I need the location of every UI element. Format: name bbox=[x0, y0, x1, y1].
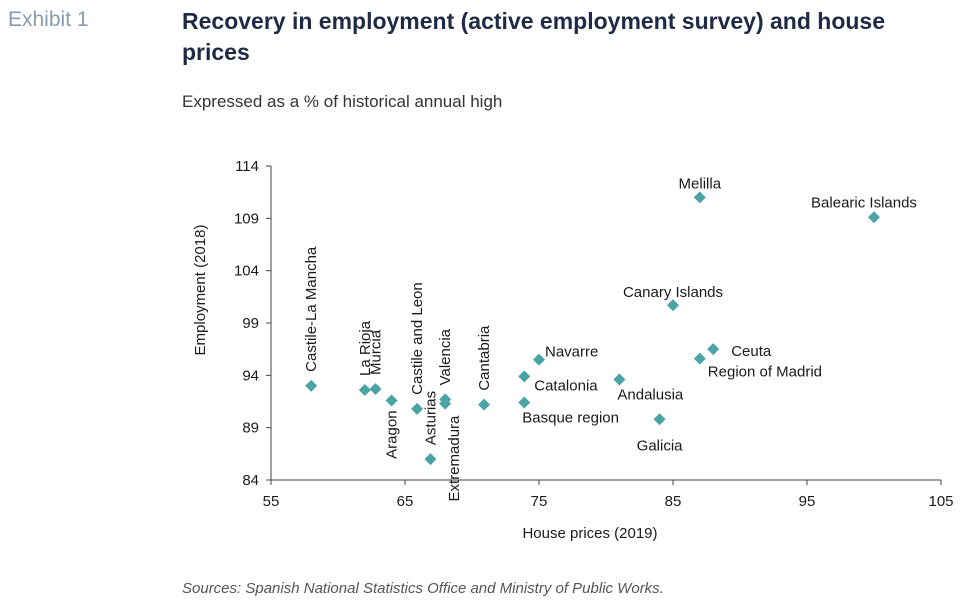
point-label: Catalonia bbox=[534, 377, 598, 394]
y-tick-label: 94 bbox=[242, 367, 259, 384]
data-point bbox=[667, 299, 679, 312]
point-label: Galicia bbox=[637, 437, 684, 454]
chart-subtitle: Expressed as a % of historical annual hi… bbox=[182, 92, 503, 111]
data-point bbox=[533, 353, 545, 366]
data-point bbox=[369, 382, 382, 395]
point-label: Valencia bbox=[437, 328, 454, 385]
chart-title: Recovery in employment (active employmen… bbox=[182, 8, 886, 65]
x-tick-label: 55 bbox=[263, 493, 280, 510]
y-tick-label: 114 bbox=[235, 158, 259, 175]
point-label: Region of Madrid bbox=[708, 364, 822, 381]
point-label: Ceuta bbox=[731, 343, 772, 360]
exhibit-label: Exhibit 1 bbox=[8, 8, 89, 31]
point-label: Castile-La Mancha bbox=[303, 246, 320, 372]
source-note: Sources: Spanish National Statistics Off… bbox=[182, 580, 664, 597]
data-point bbox=[424, 453, 437, 466]
point-label: Murcia bbox=[368, 329, 385, 375]
y-tick-label: 109 bbox=[234, 210, 259, 227]
point-label: Navarre bbox=[545, 344, 598, 361]
x-axis-label: House prices (2019) bbox=[522, 525, 657, 542]
point-label: Cantabria bbox=[476, 325, 493, 391]
x-tick-label: 75 bbox=[531, 493, 548, 510]
data-point bbox=[478, 398, 491, 411]
y-tick-label: 99 bbox=[242, 315, 259, 332]
x-tick-label: 85 bbox=[665, 493, 682, 510]
point-label: Canary Islands bbox=[623, 284, 723, 301]
y-tick-label: 104 bbox=[234, 263, 259, 280]
y-tick-label: 89 bbox=[242, 420, 259, 437]
point-label: Aragon bbox=[384, 410, 401, 458]
x-tick-label: 95 bbox=[799, 493, 816, 510]
data-point bbox=[358, 383, 371, 396]
point-label: Melilla bbox=[679, 175, 722, 192]
data-point bbox=[518, 396, 531, 409]
y-axis-label: Employment (2018) bbox=[192, 225, 209, 356]
data-point bbox=[693, 191, 706, 204]
point-label: Castile and Leon bbox=[409, 282, 426, 395]
point-label: Balearic Islands bbox=[811, 194, 917, 211]
y-tick-label: 84 bbox=[242, 472, 259, 489]
axes: 55 65 75 85 95 105 84 89 94 99 104 109 114 bbox=[234, 158, 954, 510]
point-label: Andalusia bbox=[617, 387, 684, 404]
point-label: Basque region bbox=[522, 410, 619, 427]
data-point bbox=[518, 370, 531, 383]
data-point bbox=[693, 352, 706, 365]
data-point bbox=[385, 394, 398, 407]
point-label: Extremadura bbox=[446, 415, 463, 502]
x-tick-label: 65 bbox=[397, 493, 414, 510]
data-point bbox=[613, 373, 626, 386]
data-point bbox=[439, 397, 452, 410]
x-tick-label: 105 bbox=[928, 493, 953, 510]
data-point bbox=[305, 379, 318, 392]
data-point bbox=[653, 413, 666, 426]
data-point bbox=[411, 402, 424, 415]
point-label: Asturias bbox=[422, 391, 439, 445]
data-point bbox=[707, 343, 720, 356]
data-point bbox=[868, 211, 880, 224]
data-points bbox=[305, 191, 880, 466]
point-label: La Rioja bbox=[357, 320, 374, 376]
